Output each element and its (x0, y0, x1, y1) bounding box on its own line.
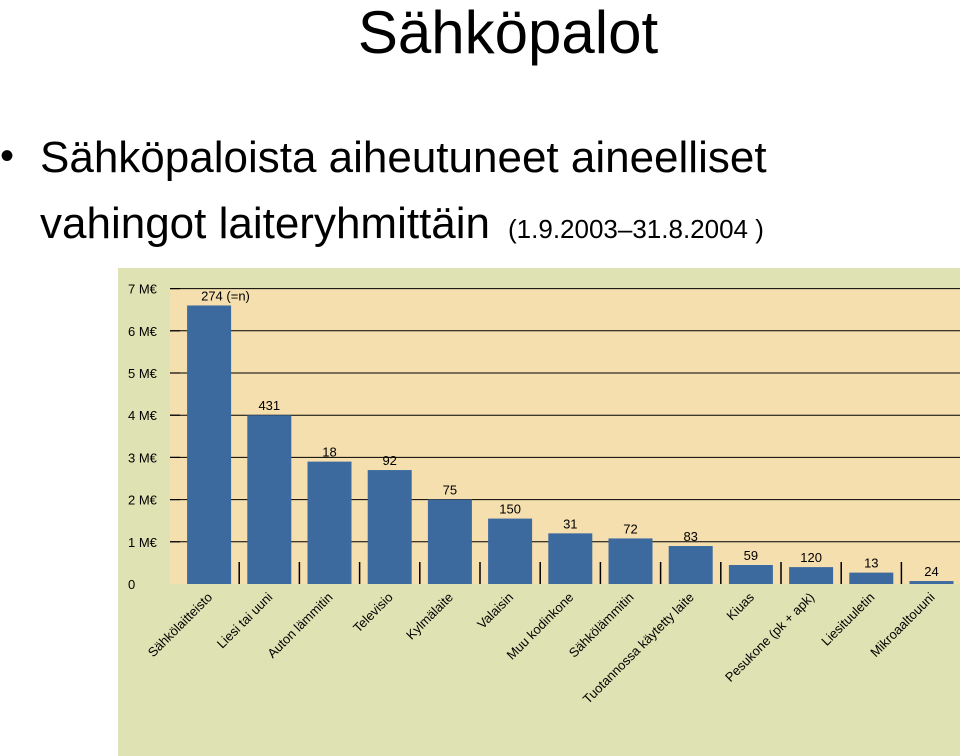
bar (909, 581, 954, 584)
bar (608, 538, 653, 584)
bullet-text-line-1: Sähköpaloista aiheutuneet aineelliset (40, 133, 767, 182)
data-label: 150 (499, 502, 521, 517)
data-label: 75 (443, 483, 457, 498)
bar (488, 518, 533, 584)
bullet-text-line-2-main: vahingot laiteryhmittäin (40, 199, 491, 248)
data-label: 92 (382, 453, 396, 468)
y-tick-label: 3 M€ (128, 450, 158, 465)
y-tick-label: 2 M€ (128, 493, 158, 508)
slide-title: Sähköpalot (357, 0, 659, 66)
bar (849, 572, 894, 584)
y-axis-ticks: 0 1 M€ 2 M€ 3 M€ 4 M€ 5 M€ 6 M€ 7 M€ (128, 282, 180, 592)
y-tick-label: 5 M€ (128, 366, 158, 381)
data-label: 431 (258, 398, 280, 413)
y-tick-label: 4 M€ (128, 408, 158, 423)
y-tick-label: 6 M€ (128, 324, 158, 339)
data-label: 18 (322, 445, 336, 460)
data-labels: 274 (=n) 431 18 92 75 150 31 72 83 59 120 13 24 (201, 288, 939, 579)
data-label: 274 (=n) (201, 288, 250, 303)
bar (247, 415, 292, 584)
bars (187, 305, 954, 584)
bullet-icon: • (0, 134, 15, 178)
data-label: 31 (563, 516, 577, 531)
bar (728, 565, 773, 584)
date-range: (1.9.2003–31.8.2004 ) (508, 214, 764, 244)
data-label: 24 (924, 564, 938, 579)
bar (427, 499, 472, 584)
bar (668, 546, 713, 584)
bar (548, 533, 593, 584)
bullet-text-line-2: vahingot laiteryhmittäin (1.9.2003–31.8.2… (40, 198, 764, 255)
y-tick-label: 1 M€ (128, 535, 158, 550)
data-label: 72 (623, 521, 637, 536)
data-label: 13 (864, 556, 878, 571)
bar-chart: 0 1 M€ 2 M€ 3 M€ 4 M€ 5 M€ 6 M€ 7 M€ 274 (=n) 43… (118, 268, 960, 756)
data-label: 59 (744, 548, 758, 563)
bar (789, 567, 834, 584)
bar (367, 470, 412, 584)
gridlines (170, 288, 960, 584)
bar (307, 461, 352, 584)
data-label: 83 (683, 529, 697, 544)
y-tick-label: 7 M€ (128, 282, 158, 297)
data-label: 120 (800, 550, 822, 565)
y-tick-label: 0 (128, 577, 135, 592)
bar (187, 305, 232, 584)
